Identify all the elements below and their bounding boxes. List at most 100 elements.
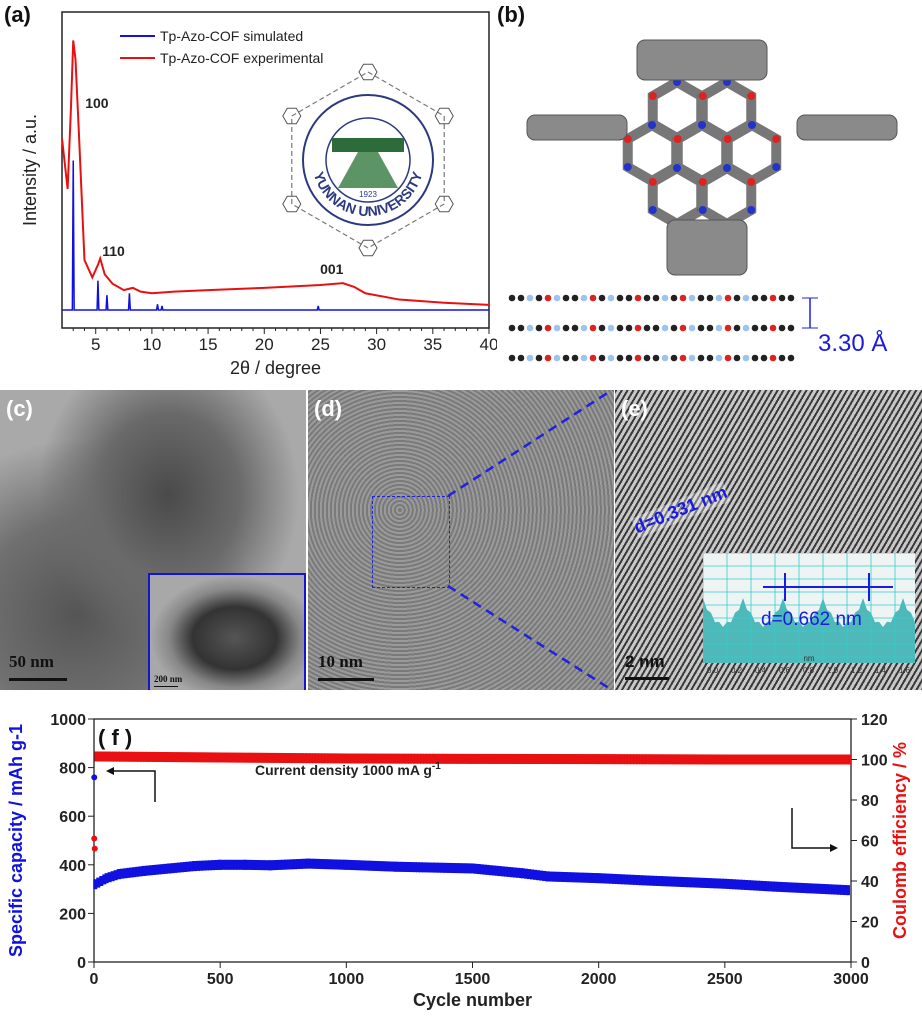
layer-atom <box>553 294 561 302</box>
panel-d-label: (d) <box>314 396 343 421</box>
data-point <box>783 754 788 765</box>
layer-atom <box>742 294 750 302</box>
data-point <box>608 754 613 765</box>
data-point <box>776 881 781 892</box>
data-point <box>669 754 674 765</box>
data-point <box>447 753 452 764</box>
data-point <box>309 753 314 764</box>
profile-tick-label: 0.0 <box>707 666 719 675</box>
data-point <box>157 864 162 875</box>
data-point <box>347 753 352 764</box>
layer-atom <box>616 324 624 332</box>
lattice-spacing-label: d=0.331 nm <box>631 481 731 539</box>
data-point <box>837 754 842 765</box>
data-point <box>441 753 446 764</box>
data-point <box>520 868 525 879</box>
scale-bar-c <box>9 678 67 681</box>
data-point <box>398 753 403 764</box>
data-point <box>465 753 470 764</box>
layer-atom <box>544 294 552 302</box>
data-point <box>202 860 207 871</box>
data-point <box>233 752 238 763</box>
data-point <box>771 754 776 765</box>
data-point <box>458 863 463 874</box>
data-point <box>765 881 770 892</box>
data-point <box>470 753 475 764</box>
data-point <box>327 859 332 870</box>
data-point <box>450 753 455 764</box>
data-point <box>353 860 358 871</box>
x-tick-label: 10 <box>142 335 161 354</box>
data-point <box>104 873 109 884</box>
data-point <box>188 861 193 872</box>
data-point <box>380 861 385 872</box>
data-point <box>368 860 373 871</box>
data-point <box>777 754 782 765</box>
panel-a-label: (a) <box>4 2 31 27</box>
data-point <box>564 872 569 883</box>
data-point <box>815 883 820 894</box>
layer-atom <box>679 324 687 332</box>
data-point <box>152 751 157 762</box>
data-point <box>257 752 262 763</box>
y2-tick-label: 100 <box>861 753 888 770</box>
data-point <box>747 754 752 765</box>
data-point <box>395 753 400 764</box>
data-point <box>791 882 796 893</box>
data-point <box>599 873 604 884</box>
data-point <box>845 885 850 896</box>
data-point <box>707 878 712 889</box>
arrow-head <box>830 844 838 852</box>
data-point <box>206 752 211 763</box>
cof-atom <box>698 206 707 214</box>
data-point <box>825 754 830 765</box>
data-point <box>744 879 749 890</box>
data-point <box>239 752 244 763</box>
logo-stairs <box>338 152 398 188</box>
data-point <box>711 754 716 765</box>
layer-atom <box>724 294 732 302</box>
data-point <box>255 860 260 871</box>
data-point <box>753 754 758 765</box>
data-point <box>315 753 320 764</box>
data-point <box>428 862 433 873</box>
data-point <box>254 752 259 763</box>
data-point <box>582 872 587 883</box>
data-point <box>561 871 566 882</box>
data-point <box>678 754 683 765</box>
data-point <box>227 752 232 763</box>
data-point <box>771 881 776 892</box>
data-point <box>780 754 785 765</box>
layer-atom <box>508 354 516 362</box>
data-point <box>785 882 790 893</box>
data-point <box>224 859 229 870</box>
data-point <box>594 754 599 765</box>
data-point <box>756 880 761 891</box>
data-point <box>97 751 102 762</box>
data-point <box>533 869 538 880</box>
cof-bond <box>291 203 369 249</box>
data-point <box>741 879 746 890</box>
data-point <box>91 774 98 781</box>
data-point <box>301 858 306 869</box>
data-point <box>173 862 178 873</box>
data-point <box>774 754 779 765</box>
data-point <box>324 859 329 870</box>
data-point <box>497 753 502 764</box>
data-point <box>383 861 388 872</box>
inset-scale-bar <box>154 686 178 687</box>
layer-atom <box>553 324 561 332</box>
layer-atom <box>625 354 633 362</box>
x-axis-label: Cycle number <box>413 990 532 1010</box>
data-point <box>809 883 814 894</box>
data-point <box>708 754 713 765</box>
profile-tick-label: 0.4 <box>755 666 767 675</box>
layer-atom <box>589 324 597 332</box>
data-point <box>719 878 724 889</box>
data-point <box>194 752 199 763</box>
cof-atom <box>748 121 756 129</box>
data-point <box>567 754 572 765</box>
cof-atom <box>747 92 756 100</box>
zoom-region-box <box>372 496 450 588</box>
data-point <box>722 878 727 889</box>
